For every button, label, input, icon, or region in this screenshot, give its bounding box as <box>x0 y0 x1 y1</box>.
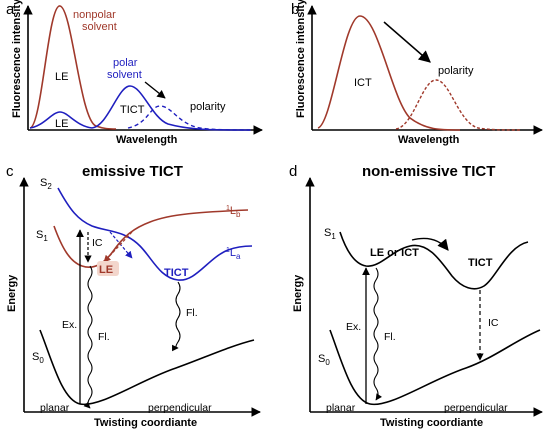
panel-d-s0-main: S <box>318 353 325 365</box>
panel-b-ict-curve <box>317 15 461 131</box>
panel-c-lb-sup: 1 <box>226 205 230 212</box>
panel-b-ict-shifted-curve <box>395 79 521 131</box>
panel-c-la-label: 1La <box>226 247 241 261</box>
panel-c-lb-label: 1Lb <box>226 205 241 219</box>
panel-d-title: non-emissive TICT <box>362 163 495 180</box>
panel-a-le-upper: LE <box>55 71 68 83</box>
panel-c-crossing-arrow-red <box>103 231 133 263</box>
panel-c-letter: c <box>6 163 14 180</box>
panel-a-polarity: polarity <box>190 101 226 113</box>
panel-c-le-label: LE <box>99 264 113 276</box>
panel-c-crossing-arrow-blue <box>109 231 133 259</box>
panel-a-letter: a <box>6 1 15 18</box>
panel-a-polar-le-curve <box>29 111 93 129</box>
panel-d-ic-label: IC <box>488 317 499 329</box>
panel-c-ex-label: Ex. <box>62 319 77 331</box>
panel-b-ict: ICT <box>354 77 372 89</box>
panel-d-planar-label: planar <box>326 402 356 414</box>
panel-a-polar-label-1: polar <box>113 57 138 69</box>
panel-c-title: emissive TICT <box>82 163 183 180</box>
panel-a-nonpolar-curve <box>29 5 117 130</box>
panel-c-fl-wave-le <box>83 265 93 409</box>
panel-c-la-main: L <box>230 247 236 259</box>
panel-d-ex-label: Ex. <box>346 321 361 333</box>
panel-c-xlabel: Twisting coordiante <box>94 417 197 429</box>
panel-d-fl-label: Fl. <box>384 331 396 343</box>
panel-c-la-sub: a <box>236 252 241 261</box>
panel-c-le-highlight <box>97 261 119 276</box>
panel-c-lb-main: L <box>230 205 236 217</box>
panel-b-polarity: polarity <box>438 65 474 77</box>
panel-c-s1-sub: 1 <box>43 234 48 243</box>
panel-c-s0-sub: 0 <box>39 356 44 365</box>
panel-c-ylabel: Energy <box>6 274 18 312</box>
panel-c-planar-label: planar <box>40 402 70 414</box>
panel-c-perpendicular-label: perpendicular <box>148 402 212 414</box>
panel-d: d non-emissive TICT Energy Twisting coor… <box>289 163 543 429</box>
panel-a: a Fluorescence intensity Wavelength nonp… <box>6 0 263 146</box>
panel-d-s1-main: S <box>324 227 331 239</box>
panel-d-tict: TICT <box>468 257 493 269</box>
panel-a-tict-curve <box>91 85 251 131</box>
panel-a-nonpolar-label-2: solvent <box>82 21 117 33</box>
panel-c-tict-label: TICT <box>164 267 189 279</box>
panel-d-s0-label: S0 <box>318 353 330 367</box>
panel-a-xlabel: Wavelength <box>116 134 178 146</box>
panel-c-s1-main: S <box>36 229 43 241</box>
panel-c-fl1-label: Fl. <box>98 331 110 343</box>
panel-c-s0-curve <box>39 329 255 406</box>
panel-b-polarity-arrow <box>383 21 431 63</box>
panel-c-fl-wave-tict <box>172 281 181 352</box>
panel-d-s0-sub: 0 <box>325 358 330 367</box>
panel-c-s0-main: S <box>32 351 39 363</box>
panel-b: b Fluorescence intensity Wavelength ICT … <box>291 0 543 146</box>
panel-d-letter: d <box>289 163 297 180</box>
panel-c-s2-label: S2 <box>40 177 52 191</box>
panel-a-polar-label-2: solvent <box>107 69 142 81</box>
panel-c-la-sup: 1 <box>226 247 230 254</box>
panel-d-s0-curve <box>329 329 541 406</box>
panel-c-s2-main: S <box>40 177 47 189</box>
panel-c-s2-sub: 2 <box>47 182 52 191</box>
panel-d-perpendicular-label: perpendicular <box>444 402 508 414</box>
panel-a-le-lower: LE <box>55 118 68 130</box>
panel-c-la-curve <box>57 187 253 281</box>
panel-a-nonpolar-label-1: nonpolar <box>73 9 116 21</box>
panel-c-lb-sub: b <box>236 210 241 219</box>
panel-a-tict-shifted-curve <box>127 105 253 131</box>
panel-d-fl-wave <box>373 267 383 401</box>
panel-d-xlabel: Twisting coordiante <box>380 417 483 429</box>
panel-d-transfer-arrow <box>411 237 449 251</box>
panel-d-s1-label: S1 <box>324 227 336 241</box>
panel-b-ylabel: Fluorescence intensity <box>295 0 307 118</box>
panel-d-s1-curve <box>339 231 529 290</box>
panel-c: c emissive TICT Energy Twisting coordian… <box>6 163 261 429</box>
panel-c-lb-curve <box>53 209 249 268</box>
panel-d-s1-sub: 1 <box>331 232 336 241</box>
panel-c-ic-label: IC <box>92 237 103 249</box>
panel-a-polarity-arrow <box>144 81 166 99</box>
panel-d-le-or-ict: LE or ICT <box>370 247 419 259</box>
panel-b-letter: b <box>291 1 299 18</box>
panel-a-ylabel: Fluorescence intensity <box>11 0 23 118</box>
panel-d-ylabel: Energy <box>292 274 304 312</box>
panel-a-tict: TICT <box>120 104 145 116</box>
panel-b-xlabel: Wavelength <box>398 134 460 146</box>
panel-c-s1-label: S1 <box>36 229 48 243</box>
panel-c-fl2-label: Fl. <box>186 307 198 319</box>
panel-c-s0-label: S0 <box>32 351 44 365</box>
